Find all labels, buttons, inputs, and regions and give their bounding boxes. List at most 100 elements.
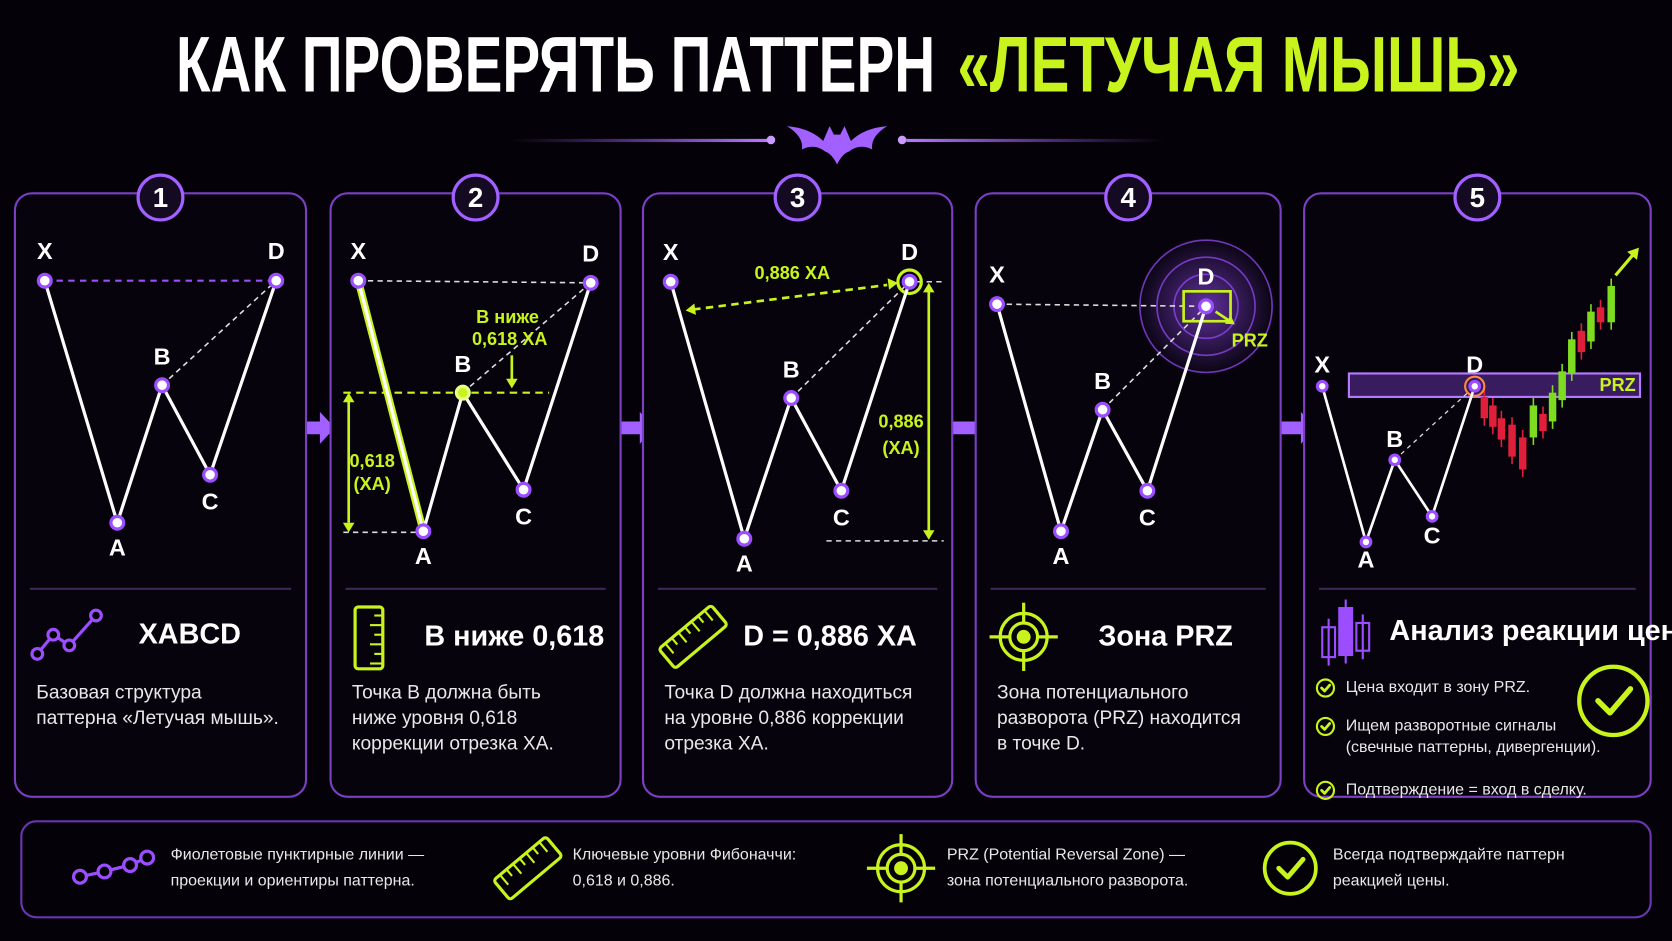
icon-tick (499, 874, 510, 886)
pattern-point (1198, 298, 1215, 315)
step-number: 4 (1120, 182, 1136, 213)
legend-text: PRZ (Potential Reversal Zone) — (947, 847, 1185, 864)
point-label: X (663, 239, 679, 265)
point-label: C (833, 505, 850, 531)
step-description: Точка B должна быть (352, 682, 541, 703)
icon-tick (505, 868, 513, 877)
step-number: 2 (468, 182, 483, 213)
step-heading: D = 0,886 XA (743, 621, 917, 653)
point-label: D (1198, 264, 1215, 290)
annotation: В ниже (476, 307, 539, 327)
pattern-point (202, 466, 219, 483)
candle (1508, 424, 1516, 457)
pattern-point (783, 389, 800, 406)
guide-line (358, 279, 591, 284)
step-badge (451, 173, 500, 222)
icon-dot (46, 627, 61, 642)
icon-tick (671, 637, 679, 646)
check-mark (1320, 683, 1332, 693)
candle (1539, 413, 1547, 432)
point-label: D (268, 238, 285, 264)
pattern-point (901, 273, 918, 290)
point-label: A (736, 551, 753, 577)
check-mark (1320, 786, 1332, 795)
point-label: D (582, 240, 599, 266)
guide-line (161, 280, 277, 386)
annotation: 0,886 (878, 411, 923, 431)
check-mark (1595, 686, 1634, 716)
icon-dot (30, 646, 45, 661)
icon-candle (1338, 606, 1354, 657)
icon-target (894, 861, 908, 876)
step-description: Зона потенциального (997, 682, 1188, 703)
icon-tick (697, 615, 705, 624)
step-description: Точка D должна находиться (664, 682, 912, 703)
legend-text: зона потенциального разворота. (947, 872, 1188, 889)
candle (1480, 396, 1489, 419)
candle (1558, 371, 1566, 401)
arrow-head (887, 278, 898, 290)
step-heading: Зона PRZ (1098, 621, 1233, 653)
icon-tick (690, 620, 701, 633)
pattern-point (1052, 523, 1069, 540)
guide-line (1614, 252, 1635, 277)
step-description: ниже уровня 0,618 (352, 708, 517, 729)
step-description: в точке D. (997, 734, 1085, 755)
arrow-head (685, 303, 696, 315)
pattern-point (1139, 482, 1156, 499)
step-heading: Анализ реакции цены (1389, 615, 1672, 647)
guide-line (790, 281, 911, 399)
check-circle (1315, 678, 1336, 698)
d-highlight (1464, 375, 1486, 397)
pattern-point (1468, 379, 1482, 393)
step-badge (136, 173, 185, 222)
checklist-item: Подтверждение = вход в сделку. (1346, 782, 1587, 799)
icon-tick (531, 846, 539, 855)
pattern-point (415, 523, 432, 540)
icon-candle (1321, 626, 1337, 659)
pattern-point (833, 482, 850, 499)
step-badge (1104, 173, 1153, 222)
icon-tick (703, 609, 714, 622)
pattern-point (582, 274, 599, 291)
legend-text: Всегда подтверждайте паттерн (1333, 847, 1565, 864)
step-description: отрезка XA. (664, 734, 769, 755)
step-heading: XABCD (139, 618, 241, 650)
legend-box (20, 820, 1652, 919)
pattern-point (350, 272, 367, 289)
candle (1607, 286, 1615, 323)
step-arrow (294, 411, 335, 444)
pattern-point (736, 530, 753, 547)
candle (1497, 418, 1506, 440)
pattern-point (515, 481, 532, 498)
icon-dot (96, 863, 113, 880)
point-label: C (1139, 505, 1156, 531)
step-number: 3 (790, 182, 805, 213)
arrow-head (1224, 315, 1235, 325)
step-badge (1453, 173, 1502, 222)
point-label: D (901, 239, 918, 265)
candle (1568, 339, 1576, 374)
icon-tick (677, 631, 688, 644)
point-label: D (1466, 351, 1483, 377)
point-label: B (1386, 426, 1403, 452)
pattern-point (1094, 401, 1111, 418)
icon-ruler-diagonal (658, 604, 728, 669)
point-label: A (109, 535, 126, 561)
point-label: B (783, 357, 800, 383)
pattern-point (109, 514, 126, 531)
candle (1548, 392, 1557, 422)
point-label: A (1357, 546, 1374, 572)
title-ornament (509, 126, 1165, 165)
arrow-head (342, 392, 355, 403)
candle (1489, 405, 1497, 427)
icon-candle (1355, 621, 1371, 652)
arrow-head (1627, 247, 1639, 260)
point-label: X (350, 238, 366, 264)
pattern-point (154, 377, 171, 394)
icon-tick (518, 857, 526, 866)
point-label: X (989, 262, 1005, 288)
annotation: (XA) (882, 438, 919, 458)
step-description: паттерна «Летучая мышь». (36, 708, 279, 729)
